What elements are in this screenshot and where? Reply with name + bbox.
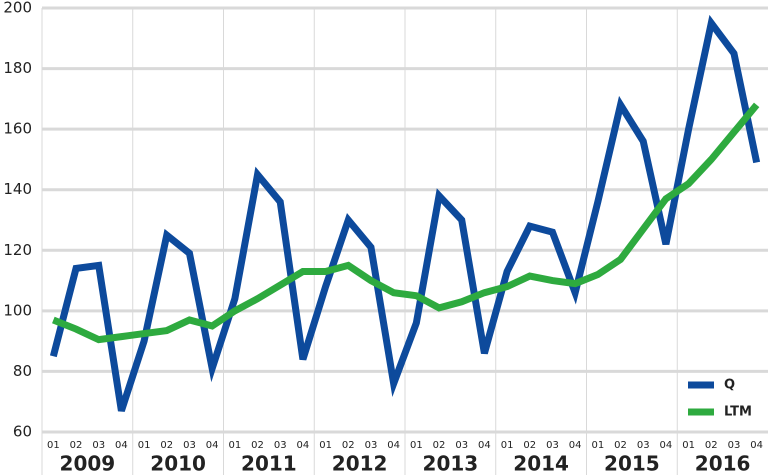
x-tick-label: 04 — [750, 440, 763, 451]
year-label: 2011 — [241, 452, 297, 475]
y-tick-label: 160 — [3, 120, 32, 138]
x-tick-label: 01 — [591, 440, 604, 451]
year-label: 2016 — [695, 452, 751, 475]
x-tick-label: 02 — [523, 440, 536, 451]
x-tick-label: 02 — [70, 440, 83, 451]
series-line — [49, 14, 761, 412]
y-tick-label: 120 — [3, 241, 32, 259]
x-tick-label: 02 — [705, 440, 718, 451]
x-tick-label: 04 — [206, 440, 219, 451]
y-tick-label: 200 — [3, 0, 32, 17]
x-tick-label: 01 — [501, 440, 514, 451]
x-tick-label: 02 — [614, 440, 627, 451]
x-tick-label: 03 — [637, 440, 650, 451]
series-line — [52, 102, 760, 344]
year-label: 2015 — [604, 452, 660, 475]
x-tick-label: 03 — [455, 440, 468, 451]
x-tick-label: 01 — [47, 440, 60, 451]
y-tick-label: 140 — [3, 180, 32, 198]
x-tick-label: 01 — [228, 440, 241, 451]
year-label: 2012 — [332, 452, 388, 475]
year-label: 2013 — [423, 452, 479, 475]
x-tick-label: 03 — [546, 440, 559, 451]
y-tick-label: 180 — [3, 59, 32, 77]
y-tick-label: 100 — [3, 301, 32, 319]
x-tick-label: 02 — [342, 440, 355, 451]
x-tick-label: 03 — [183, 440, 196, 451]
x-tick-label: 04 — [297, 440, 310, 451]
y-tick-label: 80 — [13, 362, 32, 380]
x-tick-label: 04 — [387, 440, 400, 451]
x-tick-label: 03 — [728, 440, 741, 451]
x-tick-label: 01 — [410, 440, 423, 451]
x-tick-label: 01 — [682, 440, 695, 451]
x-tick-label: 03 — [274, 440, 287, 451]
year-label: 2009 — [60, 452, 116, 475]
x-tick-label: 02 — [251, 440, 264, 451]
x-tick-label: 03 — [365, 440, 378, 451]
y-tick-label: 60 — [13, 423, 32, 441]
legend-label: Q — [724, 378, 735, 393]
x-tick-label: 04 — [115, 440, 128, 451]
x-tick-label: 04 — [660, 440, 673, 451]
legend-label: LTM — [724, 405, 752, 420]
x-tick-label: 03 — [92, 440, 105, 451]
x-tick-label: 02 — [433, 440, 446, 451]
x-tick-label: 04 — [569, 440, 582, 451]
year-label: 2014 — [513, 452, 569, 475]
year-label: 2010 — [150, 452, 206, 475]
x-tick-label: 01 — [138, 440, 151, 451]
x-tick-label: 01 — [319, 440, 332, 451]
x-tick-label: 02 — [160, 440, 173, 451]
x-tick-label: 04 — [478, 440, 491, 451]
